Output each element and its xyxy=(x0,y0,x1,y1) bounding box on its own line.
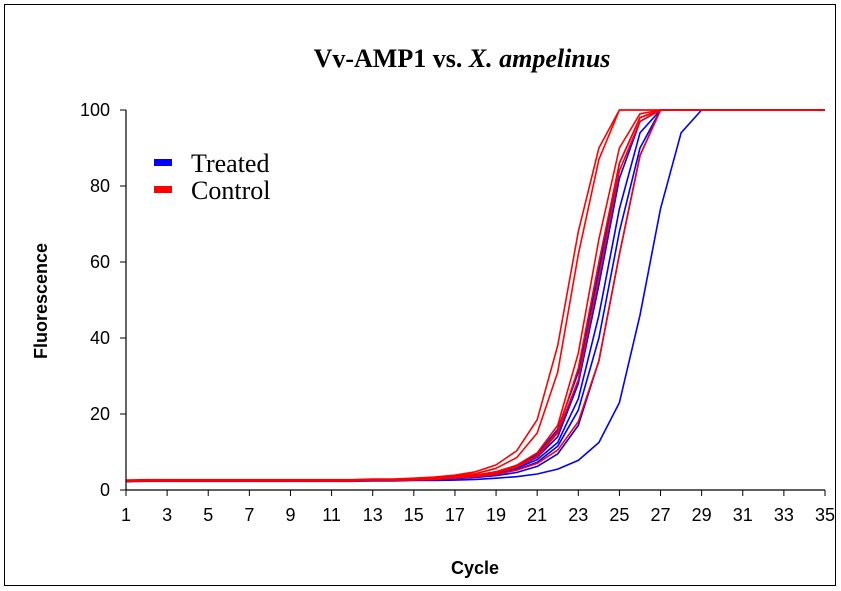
y-tick-label: 20 xyxy=(90,404,110,424)
x-tick-label: 29 xyxy=(692,505,712,525)
x-tick-label: 35 xyxy=(815,505,835,525)
y-axis-label: Fluorescence xyxy=(31,243,51,359)
x-axis-label: Cycle xyxy=(451,558,499,578)
chart-title: Vv-AMP1 vs. X. ampelinus xyxy=(314,44,611,73)
x-tick-label: 7 xyxy=(244,505,254,525)
plot-area xyxy=(125,109,825,483)
x-tick-label: 15 xyxy=(404,505,424,525)
x-tick-label: 11 xyxy=(322,505,341,525)
y-tick-label: 40 xyxy=(90,328,110,348)
series-line-control-12 xyxy=(125,109,825,482)
x-tick-label: 21 xyxy=(527,505,547,525)
x-tick-label: 13 xyxy=(363,505,383,525)
legend-swatch-control xyxy=(154,186,172,193)
x-tick-label: 25 xyxy=(609,505,629,525)
chart-frame xyxy=(4,4,836,586)
axes xyxy=(125,110,825,491)
x-tick-label: 19 xyxy=(486,505,506,525)
x-tick-label: 5 xyxy=(203,505,213,525)
x-tick-label: 31 xyxy=(733,505,753,525)
y-tick-label: 100 xyxy=(80,100,110,120)
y-tick-label: 60 xyxy=(90,252,110,272)
y-tick-label: 0 xyxy=(100,480,110,500)
x-tick-label: 33 xyxy=(774,505,794,525)
chart-title-prefix: Vv-AMP1 vs. xyxy=(314,44,469,73)
legend-swatch-treated xyxy=(154,159,172,166)
x-tick-label: 17 xyxy=(445,505,465,525)
x-tick-label: 9 xyxy=(285,505,295,525)
legend-label-control: Control xyxy=(191,176,270,205)
x-tick-label: 27 xyxy=(651,505,671,525)
chart-title-italic: X. ampelinus xyxy=(468,44,611,73)
x-tick-label: 1 xyxy=(121,505,131,525)
x-tick-label: 3 xyxy=(162,505,172,525)
y-tick-label: 80 xyxy=(90,176,110,196)
x-tick-label: 23 xyxy=(568,505,588,525)
legend-label-treated: Treated xyxy=(191,149,269,178)
ticks: 1 3 5 7 9 11 13 15 17 19 21 23 25 27 29 31 33 35020406080… xyxy=(80,100,835,525)
